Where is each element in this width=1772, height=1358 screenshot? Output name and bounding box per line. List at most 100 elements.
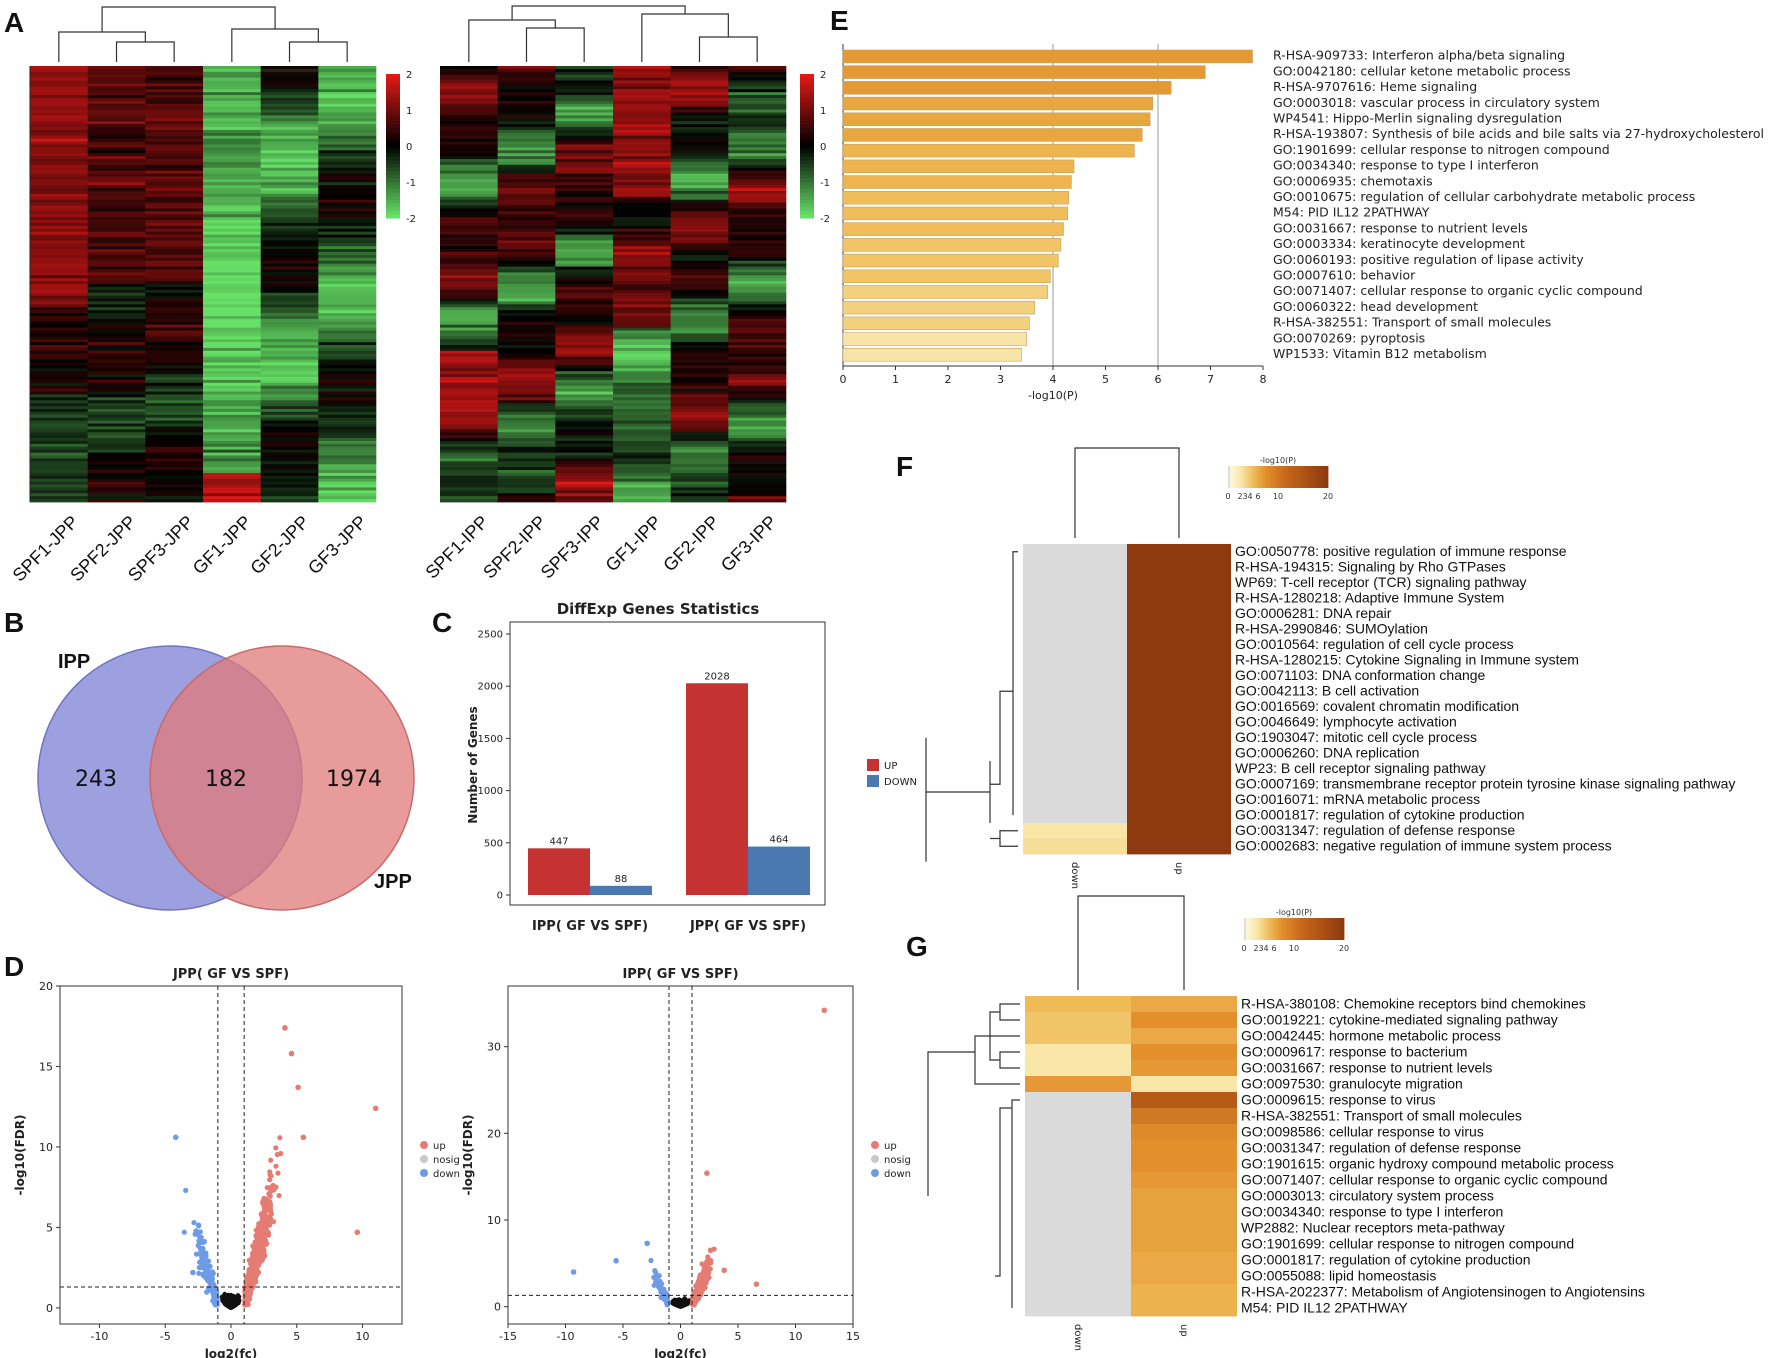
heatmap-cell: [497, 121, 556, 125]
up-point: [268, 1157, 274, 1163]
heatmap-cell: [728, 455, 787, 459]
column-label: up: [1173, 862, 1184, 875]
heatmap-cell: [497, 475, 556, 480]
heatmap-cell: [145, 252, 204, 256]
heatmap-cell: [260, 103, 319, 108]
outlier-point: [172, 1134, 179, 1141]
heatmap-cell: [497, 66, 556, 70]
heatmap-cell: [203, 156, 261, 160]
colorbar-step: [1271, 466, 1274, 488]
heatmap-cell: [203, 173, 261, 177]
heatmap-cell: [555, 188, 614, 192]
heatmap-cell: [728, 83, 787, 87]
heatmap-cell: [260, 100, 319, 105]
heatmap-cell: [87, 333, 146, 337]
heatmap-cell: [260, 411, 319, 416]
heatmap-cell: [728, 80, 787, 84]
y-tick-label: 0: [46, 1302, 53, 1315]
heatmap-cell: [145, 464, 204, 468]
heatmap-cell: [260, 353, 319, 358]
heatmap-cell: [670, 292, 729, 297]
heatmap-cell: [260, 406, 319, 410]
diffexp-bar-chart: DiffExp Genes Statistics Number of Genes…: [466, 600, 917, 934]
dendrogram-branch: [288, 41, 348, 62]
heatmap-cell: [440, 156, 498, 160]
x-tick-label: -5: [160, 1330, 171, 1343]
heatmap-cell: [497, 455, 556, 459]
colorbar-step: [1246, 466, 1249, 488]
heatmap-cell: [440, 211, 498, 215]
heatmap-cell: [203, 458, 261, 462]
heatmap-cell: [318, 284, 377, 288]
heatmap-cell: [497, 411, 556, 416]
heatmap-cell: [728, 464, 787, 468]
heatmap-cell: [670, 359, 729, 363]
dendrogram-branch: [511, 5, 686, 20]
heatmap-cell: [87, 295, 146, 299]
heatmap-cell: [497, 321, 556, 326]
heatmap-cell: [555, 403, 614, 407]
row-label: GO:0006281: DNA repair: [1235, 605, 1392, 621]
heatmap-cell: [555, 211, 614, 215]
colorbar-step: [1316, 466, 1319, 488]
heatmap-cell: [670, 391, 729, 395]
heatmap-jpp-dendrogram: [58, 6, 348, 62]
heatmap-cell: [670, 202, 729, 206]
heatmap-cell: [555, 269, 614, 273]
heatmap-cell: [87, 144, 146, 148]
row-label: GO:0031347: regulation of defense respon…: [1235, 822, 1515, 838]
heatmap-cell: [318, 455, 377, 459]
heatmap-cell: [497, 196, 556, 201]
heatmap-cell: [145, 257, 204, 262]
heatmap-cell: [613, 220, 671, 224]
heatmap-cell: [555, 452, 614, 456]
heatmap-cell: [728, 423, 787, 427]
heatmap-cell: [670, 249, 729, 253]
heatmap-cell: [87, 382, 146, 387]
heatmap-cell: [613, 342, 671, 346]
heatmap-cell: [145, 167, 204, 172]
colorbar-step: [800, 142, 814, 147]
heatmap-cell: [145, 138, 204, 142]
heatmap-cell: [30, 118, 88, 122]
heatmap-cell: [87, 397, 146, 401]
heatmap-cell: [728, 74, 787, 79]
heatmap-cell: [30, 406, 88, 410]
heatmap-cell: [87, 249, 146, 253]
heatmap-cell: [87, 365, 146, 369]
panel-letter-a: A: [4, 7, 24, 38]
row-label: WP69: T-cell receptor (TCR) signaling pa…: [1235, 574, 1527, 590]
heatmap-cell: [203, 345, 261, 349]
heatmap-cell: [440, 257, 498, 262]
heatmap-cell: [670, 222, 729, 227]
heatmap-cell: [260, 307, 319, 311]
heatmap-cell: [670, 374, 729, 378]
heat-cell-down: [1023, 637, 1127, 653]
heatmap-cell: [87, 464, 146, 468]
heatmap-cell: [728, 150, 787, 154]
x-tick-label: 0: [677, 1330, 684, 1343]
heatmap-cell: [145, 388, 204, 392]
heatmap-cell: [145, 432, 204, 436]
heatmap-cell: [555, 179, 614, 183]
heatmap-cell: [203, 260, 261, 265]
heatmap-cell: [555, 97, 614, 102]
heatmap-cell: [728, 356, 787, 360]
heatmap-cell: [318, 472, 377, 477]
colorbar-step: [386, 95, 400, 100]
term-bar: [842, 112, 1151, 126]
down-point: [205, 1258, 212, 1264]
heatmap-cell: [260, 347, 319, 352]
legend-marker: [871, 1169, 879, 1177]
up-point: [267, 1222, 273, 1228]
heatmap-cell: [260, 190, 319, 195]
heatmap-cell: [613, 161, 671, 166]
heatmap-cell: [555, 237, 614, 241]
heatmap-cell: [555, 100, 614, 105]
heatmap-cell: [318, 470, 377, 474]
heatmap-cell: [670, 382, 729, 387]
heatmap-cell: [497, 269, 556, 273]
heatmap-cell: [613, 97, 671, 102]
heatmap-cell: [728, 249, 787, 253]
heatmap-cell: [728, 257, 787, 262]
